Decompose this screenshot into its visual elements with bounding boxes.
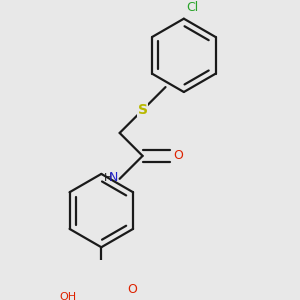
Text: S: S bbox=[138, 103, 148, 117]
Text: N: N bbox=[109, 172, 118, 184]
Text: H: H bbox=[104, 173, 112, 183]
Text: Cl: Cl bbox=[187, 2, 199, 14]
Text: OH: OH bbox=[59, 292, 76, 300]
Text: O: O bbox=[173, 149, 183, 162]
Text: O: O bbox=[127, 283, 137, 296]
